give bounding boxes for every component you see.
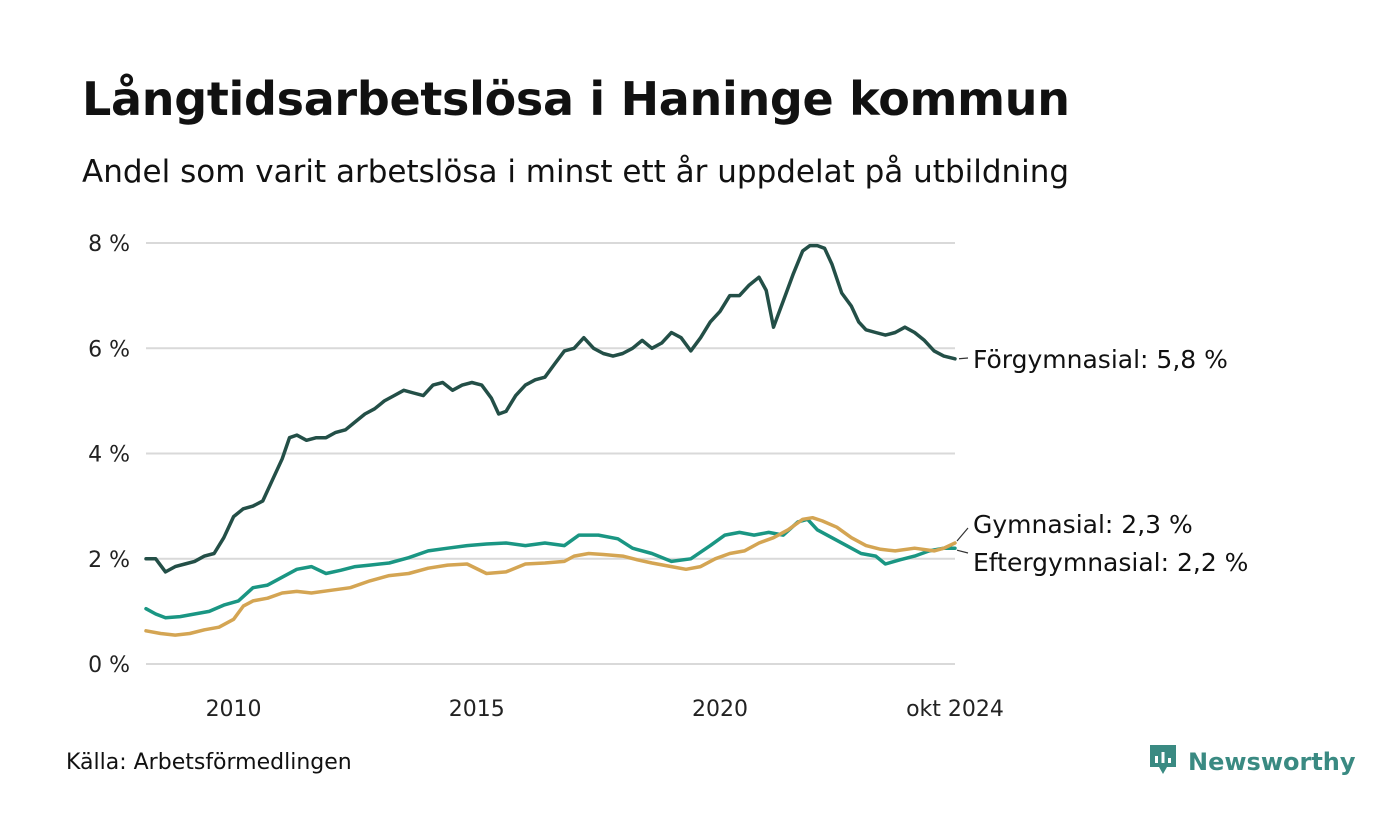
x-tick-label: 2010 xyxy=(206,697,262,722)
series-end-label: Gymnasial: 2,3 % xyxy=(973,510,1193,539)
y-tick-label: 2 % xyxy=(88,548,130,573)
series-line-gymnasial xyxy=(144,515,957,637)
series-line-förgymnasial xyxy=(144,243,957,574)
label-connector xyxy=(958,357,969,360)
series-lines xyxy=(144,243,957,637)
source-note: Källa: Arbetsförmedlingen xyxy=(66,750,352,775)
grid-lines xyxy=(146,242,955,665)
brand-logo[interactable]: Newsworthy xyxy=(1148,743,1356,781)
label-connector xyxy=(956,527,969,542)
series-end-label: Förgymnasial: 5,8 % xyxy=(973,345,1228,374)
series-line-eftergymnasial xyxy=(144,517,957,620)
x-tick-label: 2020 xyxy=(692,697,748,722)
label-connector xyxy=(956,549,969,554)
y-tick-label: 8 % xyxy=(88,232,130,257)
chart-title: Långtidsarbetslösa i Haninge kommun xyxy=(82,72,1070,126)
x-tick-label: 2015 xyxy=(449,697,505,722)
newsworthy-logo-icon xyxy=(1148,743,1178,781)
y-tick-label: 4 % xyxy=(88,443,130,468)
y-axis-ticks: 0 % 2 % 4 % 6 % 8 % xyxy=(88,232,130,678)
brand-name: Newsworthy xyxy=(1188,748,1356,776)
x-tick-label: okt 2024 xyxy=(906,697,1004,722)
y-tick-label: 6 % xyxy=(88,337,130,362)
x-axis-ticks: 2010 2015 2020 okt 2024 xyxy=(206,697,1004,722)
y-tick-label: 0 % xyxy=(88,653,130,678)
chart-subtitle: Andel som varit arbetslösa i minst ett å… xyxy=(82,154,1070,190)
series-end-labels: Förgymnasial: 5,8 % Gymnasial: 2,3 % Efter… xyxy=(956,345,1248,577)
series-end-label: Eftergymnasial: 2,2 % xyxy=(973,548,1248,577)
